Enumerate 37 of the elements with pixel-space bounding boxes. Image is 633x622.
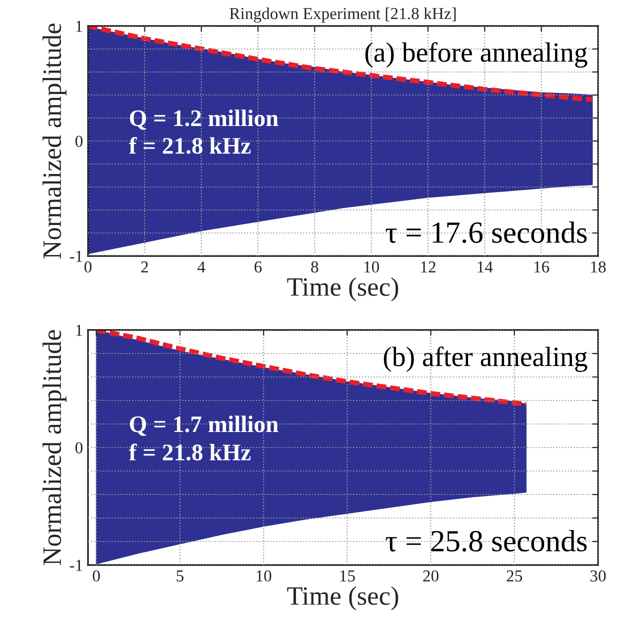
line-series [88, 26, 595, 102]
chart-title: Ringdown Experiment [21.8 kHz] [230, 7, 456, 23]
y-tick-label: -1 [70, 560, 82, 571]
x-tick-label: 14 [478, 261, 493, 272]
x-tick-label: 8 [311, 261, 318, 273]
y-tick-label: -1 [70, 250, 82, 262]
x-tick-label: 25 [506, 570, 522, 582]
y-tick-label: 1 [76, 324, 82, 336]
annotation: f = 21.8 kHz [128, 136, 251, 154]
x-tick-label: 15 [340, 570, 355, 582]
annotation: (b) after annealing [384, 346, 588, 372]
annotation: τ = 25.8 seconds [386, 530, 587, 552]
x-tick-label: 10 [364, 261, 380, 273]
annotation: Q = 1.2 million [130, 110, 278, 130]
y-tick-label: 0 [75, 136, 83, 147]
annotation: Q = 1.7 million [130, 416, 278, 436]
x-tick-label: 16 [534, 261, 550, 273]
x-axis-title: Time (sec) [287, 277, 398, 302]
x-tick-label: 4 [197, 261, 206, 272]
x-tick-label: 30 [590, 570, 606, 582]
y-axis-title: Normalized amplitude [42, 24, 66, 259]
x-tick-label: 0 [92, 570, 100, 582]
annotation: τ = 17.6 seconds [386, 221, 587, 244]
x-tick-label: 2 [141, 261, 148, 272]
annotation: (a) before annealing [365, 42, 588, 68]
y-axis-title: Normalized amplitude [42, 330, 66, 566]
x-tick-label: 6 [254, 261, 262, 273]
x-tick-label: 0 [84, 261, 92, 273]
x-tick-label: 12 [421, 261, 436, 272]
annotation: f = 21.8 kHz [128, 444, 251, 461]
x-tick-label: 18 [591, 261, 606, 273]
x-axis-title: Time (sec) [287, 586, 398, 610]
x-tick-label: 20 [423, 570, 438, 582]
y-tick-label: 1 [76, 20, 82, 32]
x-tick-label: 10 [256, 570, 272, 582]
x-tick-label: 5 [176, 570, 184, 582]
y-tick-label: 0 [75, 442, 83, 454]
